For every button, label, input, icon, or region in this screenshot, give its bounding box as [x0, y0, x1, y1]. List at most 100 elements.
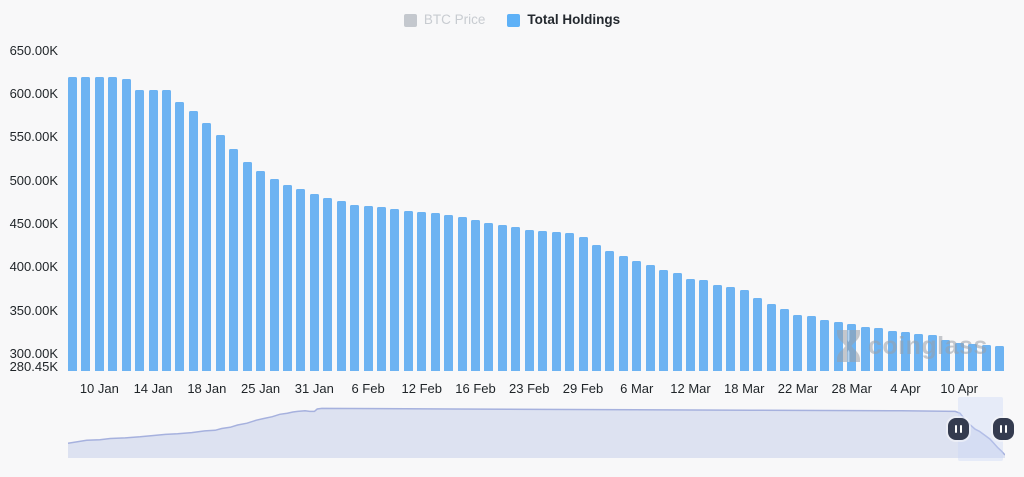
- x-axis-tick: 6 Feb: [351, 381, 385, 396]
- holdings-bar[interactable]: [981, 344, 991, 371]
- holdings-bar[interactable]: [968, 344, 978, 371]
- y-axis-tick: 500.00K: [9, 172, 58, 188]
- holdings-bar[interactable]: [377, 207, 386, 371]
- holdings-bar[interactable]: [94, 77, 104, 371]
- holdings-bar[interactable]: [162, 89, 172, 371]
- x-axis-tick: 12 Mar: [670, 381, 711, 396]
- holdings-bar[interactable]: [538, 230, 548, 371]
- y-axis-tick: 650.00K: [9, 42, 58, 58]
- holdings-bar[interactable]: [444, 214, 454, 371]
- holdings-bar[interactable]: [81, 77, 91, 371]
- y-axis-tick: 600.00K: [9, 86, 58, 102]
- holdings-bar[interactable]: [336, 201, 346, 371]
- x-axis-tick: 16 Feb: [455, 381, 496, 396]
- holdings-bar[interactable]: [605, 251, 615, 371]
- holdings-bar[interactable]: [215, 134, 225, 371]
- holdings-bar[interactable]: [900, 332, 910, 371]
- holdings-bar[interactable]: [672, 273, 682, 371]
- holdings-bar[interactable]: [229, 148, 239, 371]
- legend-item-btc-price[interactable]: BTC Price: [403, 12, 486, 28]
- holdings-bar[interactable]: [309, 193, 319, 371]
- holdings-bar[interactable]: [941, 340, 951, 371]
- holdings-bar[interactable]: [242, 162, 252, 371]
- holdings-bar[interactable]: [833, 322, 843, 371]
- holdings-bar[interactable]: [188, 110, 198, 371]
- holdings-bar[interactable]: [269, 178, 279, 371]
- navigator-sparkline: [68, 407, 1005, 458]
- x-axis-tick: 4 Apr: [890, 381, 921, 396]
- holdings-bar[interactable]: [202, 123, 212, 371]
- holdings-bar[interactable]: [887, 331, 897, 371]
- holdings-bar[interactable]: [350, 204, 360, 371]
- holdings-bar[interactable]: [175, 101, 185, 371]
- legend-label-btc-price: BTC Price: [423, 12, 486, 28]
- holdings-bar[interactable]: [860, 326, 870, 371]
- holdings-bar[interactable]: [524, 229, 534, 371]
- holdings-bar[interactable]: [753, 298, 763, 371]
- holdings-bar[interactable]: [282, 184, 292, 371]
- holdings-bar[interactable]: [403, 210, 413, 371]
- y-axis-tick: 280.45K: [9, 358, 58, 374]
- holdings-bar[interactable]: [726, 286, 736, 371]
- holdings-bar[interactable]: [565, 233, 575, 371]
- holdings-bar[interactable]: [995, 345, 1004, 371]
- y-axis-tick: 450.00K: [9, 216, 58, 232]
- holdings-bar[interactable]: [511, 226, 521, 371]
- holdings-bar[interactable]: [739, 289, 749, 371]
- holdings-bar[interactable]: [699, 279, 709, 371]
- holdings-bar[interactable]: [793, 314, 803, 371]
- holdings-bar[interactable]: [296, 188, 306, 371]
- holdings-bar[interactable]: [135, 89, 145, 371]
- holdings-bar[interactable]: [645, 264, 655, 371]
- x-axis-tick: 10 Apr: [940, 381, 978, 396]
- holdings-bar[interactable]: [686, 278, 695, 371]
- x-axis-tick: 29 Feb: [562, 381, 604, 396]
- holdings-bar[interactable]: [927, 334, 937, 371]
- holdings-bar[interactable]: [766, 303, 776, 371]
- holdings-bar[interactable]: [806, 315, 816, 371]
- holdings-bar[interactable]: [820, 320, 830, 371]
- holdings-bar[interactable]: [457, 216, 467, 371]
- holdings-bar[interactable]: [471, 219, 481, 371]
- legend-label-total-holdings: Total Holdings: [527, 12, 621, 28]
- holdings-bar[interactable]: [551, 231, 561, 371]
- navigator-left-handle[interactable]: [947, 418, 969, 440]
- holdings-bar[interactable]: [954, 343, 964, 371]
- pause-icon: [954, 425, 957, 433]
- legend-swatch-total-holdings: [507, 13, 521, 27]
- holdings-bar[interactable]: [618, 256, 628, 371]
- x-axis-tick: 23 Feb: [509, 381, 550, 396]
- x-axis-tick: 18 Jan: [187, 381, 227, 396]
- y-axis-tick: 400.00K: [9, 259, 58, 275]
- holdings-bar[interactable]: [914, 333, 924, 371]
- holdings-bar[interactable]: [68, 77, 77, 371]
- holdings-bar[interactable]: [363, 206, 373, 371]
- holdings-bar[interactable]: [323, 197, 333, 371]
- holdings-bar[interactable]: [578, 236, 588, 371]
- holdings-bar[interactable]: [121, 79, 131, 371]
- legend-item-total-holdings[interactable]: Total Holdings: [507, 13, 620, 27]
- holdings-bar[interactable]: [591, 244, 601, 371]
- holdings-bar[interactable]: [430, 213, 440, 371]
- holdings-bar[interactable]: [484, 222, 494, 371]
- x-axis-tick: 28 Mar: [831, 381, 872, 396]
- holdings-bar[interactable]: [632, 260, 642, 371]
- holdings-bar[interactable]: [148, 89, 158, 371]
- holdings-bar[interactable]: [417, 212, 427, 371]
- holdings-bar[interactable]: [659, 269, 669, 371]
- x-axis-tick: 31 Jan: [294, 381, 334, 396]
- y-axis-tick: 350.00K: [9, 302, 58, 318]
- data-zoom-navigator[interactable]: [68, 397, 1014, 461]
- pause-icon: [999, 425, 1002, 433]
- navigator-right-handle[interactable]: [992, 418, 1014, 440]
- holdings-bar[interactable]: [847, 324, 857, 371]
- holdings-bar[interactable]: [390, 208, 400, 371]
- x-axis: 10 Jan 14 Jan 18 Jan 25 Jan 31 Jan 6 Feb 12 Fe…: [68, 381, 1004, 397]
- holdings-bar[interactable]: [712, 284, 722, 371]
- holdings-bar[interactable]: [497, 224, 507, 371]
- holdings-bar[interactable]: [256, 170, 266, 371]
- holdings-bar[interactable]: [780, 309, 790, 371]
- holdings-bar[interactable]: [874, 327, 884, 371]
- holdings-bar[interactable]: [108, 77, 118, 371]
